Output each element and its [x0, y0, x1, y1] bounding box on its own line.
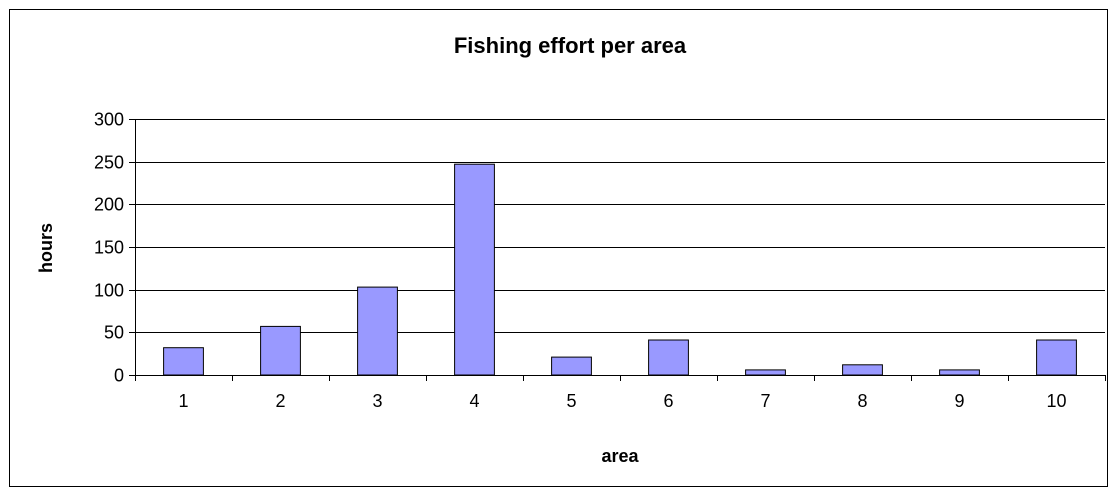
x-tick-label: 2 — [275, 391, 285, 411]
y-tick-label: 250 — [94, 153, 124, 173]
y-tick-label: 200 — [94, 195, 124, 215]
x-tick-label: 3 — [372, 391, 382, 411]
bar-area-6 — [648, 339, 689, 376]
x-axis-label: area — [601, 446, 639, 466]
bar-area-5 — [551, 356, 592, 376]
bar-area-9 — [939, 369, 980, 376]
x-tick-label: 8 — [857, 391, 867, 411]
y-tick-label: 150 — [94, 238, 124, 258]
y-tick-label: 300 — [94, 110, 124, 130]
x-tick-label: 10 — [1046, 391, 1066, 411]
bar-area-3 — [357, 286, 398, 376]
x-tick-label: 7 — [760, 391, 770, 411]
chart-title: Fishing effort per area — [454, 33, 687, 58]
x-tick-label: 6 — [663, 391, 673, 411]
bar-area-8 — [842, 364, 883, 376]
axes — [129, 119, 1106, 381]
x-tick-label: 4 — [469, 391, 479, 411]
y-tick-labels: 0 50 100 150 200 250 300 — [94, 110, 124, 386]
y-tick-label: 100 — [94, 281, 124, 301]
x-tick-label: 5 — [566, 391, 576, 411]
x-tick-label: 1 — [178, 391, 188, 411]
bar-area-4 — [454, 163, 495, 376]
x-tick-label: 9 — [954, 391, 964, 411]
x-tick-labels: 1 2 3 4 5 6 7 8 9 10 — [178, 391, 1066, 411]
bar-area-2 — [260, 325, 301, 376]
y-tick-label: 50 — [104, 323, 124, 343]
bar-area-10 — [1036, 339, 1077, 376]
y-tick-label: 0 — [114, 366, 124, 386]
y-axis-label: hours — [36, 223, 56, 273]
bar-area-1 — [163, 347, 204, 376]
bar-area-7 — [745, 369, 786, 376]
bars — [163, 163, 1077, 376]
